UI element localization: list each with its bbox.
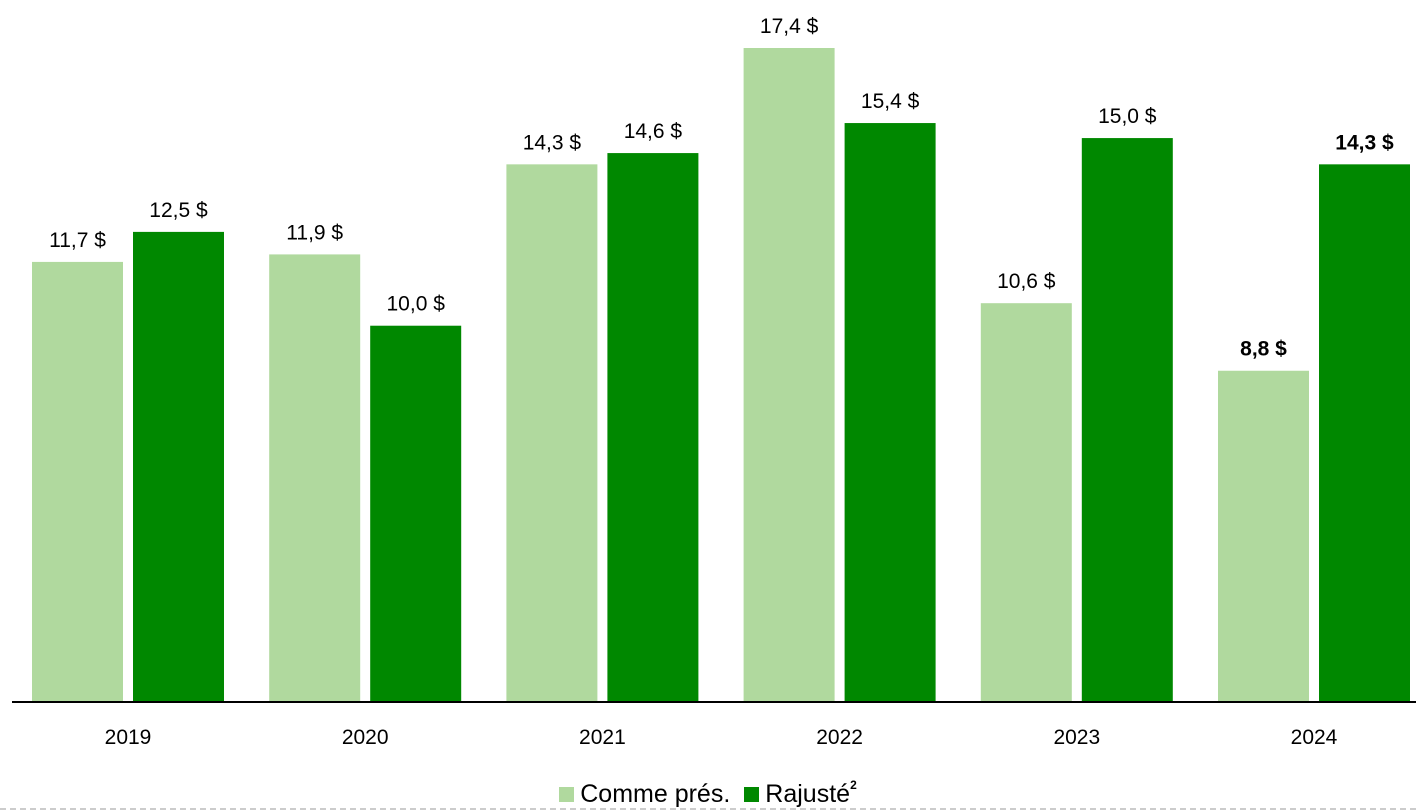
bar-2021-rajuste bbox=[607, 153, 699, 702]
x-tick-label-2020: 2020 bbox=[342, 726, 389, 749]
data-label-2022-comme-pres: 17,4 $ bbox=[760, 15, 819, 38]
data-label-2024-comme-pres: 8,8 $ bbox=[1240, 338, 1287, 361]
bar-2022-comme-pres bbox=[743, 48, 835, 701]
data-label-2022-rajuste: 15,4 $ bbox=[861, 90, 920, 113]
data-label-2023-rajuste: 15,0 $ bbox=[1098, 105, 1157, 128]
bar-2024-rajuste bbox=[1319, 164, 1410, 701]
legend-swatch-rajuste bbox=[744, 787, 760, 802]
data-label-2020-comme-pres: 11,9 $ bbox=[286, 221, 343, 244]
legend-swatch-comme-pres bbox=[559, 787, 575, 802]
bar-2019-rajuste bbox=[133, 231, 224, 701]
x-tick-labels-group: 2019 2020 2021 2022 2023 2024 bbox=[105, 726, 1338, 749]
data-labels-group: 11,7 $ 12,5 $ 11,9 $ 10,0 $ 14,3 $ 14,6 $ 17,4… bbox=[49, 15, 1394, 361]
bar-2022-rajuste bbox=[844, 123, 936, 701]
data-label-2019-rajuste: 12,5 $ bbox=[149, 199, 208, 222]
legend-item-comme-pres: Comme prés. bbox=[559, 780, 730, 809]
legend-label-comme-pres: Comme prés. bbox=[580, 780, 731, 808]
data-label-2023-comme-pres: 10,6 $ bbox=[997, 270, 1056, 293]
legend-label-rajuste: Rajusté2 bbox=[765, 777, 857, 809]
legend: Comme prés. Rajusté2 bbox=[0, 777, 1416, 812]
x-tick-label-2019: 2019 bbox=[105, 726, 152, 749]
x-tick-label-2022: 2022 bbox=[816, 726, 863, 749]
legend-footnote-marker: 2 bbox=[850, 777, 857, 792]
bar-2023-rajuste bbox=[1081, 138, 1173, 701]
data-label-2021-comme-pres: 14,3 $ bbox=[523, 131, 582, 154]
bars-group bbox=[32, 48, 1410, 702]
bar-2019-comme-pres bbox=[32, 261, 123, 701]
data-label-2021-rajuste: 14,6 $ bbox=[624, 120, 683, 143]
bar-chart: 11,7 $ 12,5 $ 11,9 $ 10,0 $ 14,3 $ 14,6 $ 17,4… bbox=[12, 15, 1416, 749]
data-label-2024-rajuste: 14,3 $ bbox=[1335, 131, 1394, 154]
x-tick-label-2021: 2021 bbox=[579, 726, 626, 749]
bar-2020-comme-pres bbox=[269, 254, 361, 701]
data-label-2019-comme-pres: 11,7 $ bbox=[49, 229, 106, 252]
bar-2020-rajuste bbox=[370, 325, 462, 701]
legend-label-rajuste-text: Rajusté bbox=[765, 780, 851, 808]
bar-2023-comme-pres bbox=[980, 303, 1072, 701]
bar-2024-comme-pres bbox=[1218, 370, 1309, 701]
x-tick-label-2024: 2024 bbox=[1291, 726, 1338, 749]
legend-item-rajuste: Rajusté2 bbox=[744, 777, 857, 809]
dashed-separator bbox=[0, 808, 1416, 810]
x-tick-label-2023: 2023 bbox=[1053, 726, 1100, 749]
data-label-2020-rajuste: 10,0 $ bbox=[387, 293, 446, 316]
bar-2021-comme-pres bbox=[506, 164, 598, 701]
